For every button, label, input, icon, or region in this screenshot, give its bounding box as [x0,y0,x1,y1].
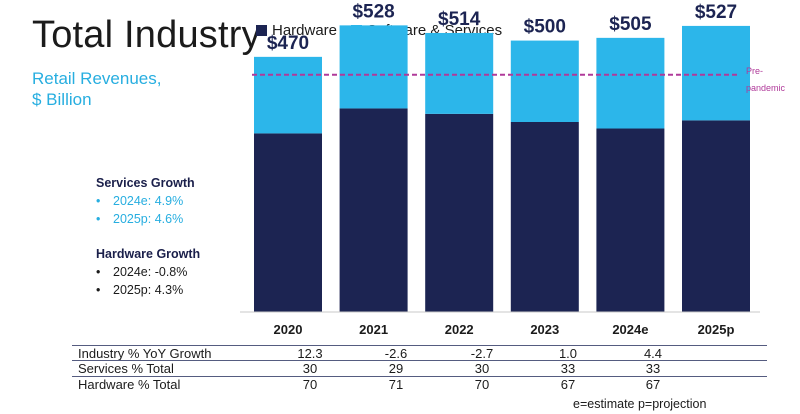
bar-hardware [339,108,408,312]
table-cell: 29 [388,361,404,376]
table-row: Hardware % Total 70 71 70 67 67 [72,377,772,392]
legend-item-hardware: Hardware [256,22,337,39]
bar-software-services [425,32,494,114]
table-cell: 12.3 [297,346,323,361]
x-tick-label: 2025p [698,322,735,337]
total-label: $514 [438,9,481,30]
table-cell: 30 [302,361,318,376]
subtitle-line-1: Retail Revenues, [32,69,162,88]
table-cell: 33 [645,361,661,376]
table-cell: 30 [474,361,490,376]
bar-software-services [510,40,579,123]
table-cell: -2.7 [470,346,494,361]
table-divider [72,360,767,361]
table-divider [72,345,767,346]
total-label: $528 [352,1,394,22]
table-cell: 67 [560,377,576,392]
hardware-growth-heading: Hardware Growth [96,247,201,261]
services-growth-notes: Services Growth • 2024e: 4.9% • 2025p: 4.6… [96,174,195,228]
table-cell: 1.0 [558,346,578,361]
bar-software-services [596,37,665,129]
total-label: $500 [524,17,566,38]
hardware-growth-item: • 2025p: 4.3% [96,283,184,297]
table-row: Industry % YoY Growth 12.3 -2.6 -2.7 1.0… [72,346,772,361]
stacked-bar-chart: $470 2020 $528 2021 $514 2022 $500 2023 $505 2024… [240,1,786,337]
services-growth-item-text: 2024e: 4.9% [113,194,184,208]
hardware-growth-notes: Hardware Growth • 2024e: -0.8% • 2025p: 4.… [96,245,200,299]
pre-pandemic-label: pandemic [746,83,786,93]
bar-hardware [425,113,494,312]
x-tick-label: 2021 [359,322,388,337]
footnote: e=estimate p=projection [573,397,707,411]
bar-hardware [510,122,579,312]
table-cell: -2.6 [384,346,408,361]
services-growth-heading: Services Growth [96,176,195,190]
bar-hardware [596,128,665,312]
table-cell: 71 [388,377,404,392]
page-title: Total Industry [32,14,261,56]
table-cell: 70 [474,377,490,392]
subtitle: Retail Revenues, $ Billion [32,68,161,110]
total-label: $527 [695,2,737,23]
hardware-growth-item-text: 2025p: 4.3% [113,283,184,297]
x-tick-label: 2024e [612,322,648,337]
legend-swatch-hardware [256,25,267,36]
total-label: $505 [609,14,652,35]
services-growth-item: • 2025p: 4.6% [96,212,184,226]
hardware-growth-item: • 2024e: -0.8% [96,265,188,279]
bar-hardware [682,120,750,312]
services-growth-item-text: 2025p: 4.6% [113,212,184,226]
hardware-growth-item-text: 2024e: -0.8% [113,265,188,279]
pre-pandemic-label: Pre- [746,66,763,76]
table-divider [72,376,767,377]
bar-hardware [254,133,322,312]
total-label: $470 [267,33,309,54]
bar-software-services [339,25,408,109]
table-cell: 33 [560,361,576,376]
subtitle-line-2: $ Billion [32,90,92,109]
table-row: Services % Total 30 29 30 33 33 [72,361,772,376]
x-tick-label: 2022 [445,322,474,337]
bar-software-services [682,25,750,121]
table-row-label: Hardware % Total [78,377,181,392]
table-row-label: Industry % YoY Growth [78,346,212,361]
table-row-label: Services % Total [78,361,174,376]
x-tick-label: 2020 [274,322,303,337]
bar-software-services [254,56,322,134]
legend-label-hardware: Hardware [272,22,338,39]
services-growth-item: • 2024e: 4.9% [96,194,184,208]
x-tick-label: 2023 [530,322,559,337]
table-cell: 70 [302,377,318,392]
table-cell: 4.4 [643,346,663,361]
table-cell: 67 [645,377,661,392]
